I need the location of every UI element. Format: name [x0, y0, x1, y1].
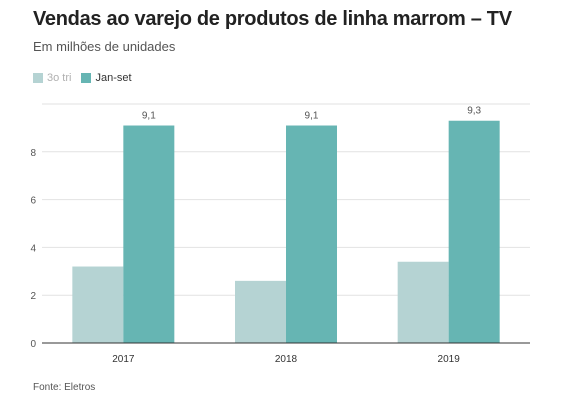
- chart-title: Vendas ao varejo de produtos de linha ma…: [33, 8, 512, 30]
- source-note: Fonte: Eletros: [33, 382, 96, 393]
- y-tick-label: 8: [30, 148, 36, 159]
- legend-label-3tri: 3o tri: [47, 72, 72, 84]
- bar-3tri: [235, 280, 286, 343]
- legend-item-janset: Jan-set: [81, 72, 132, 84]
- legend-swatch-3tri: [33, 73, 43, 83]
- x-tick-label: 2019: [438, 354, 461, 365]
- legend-item-3tri: 3o tri: [33, 72, 71, 84]
- y-tick-label: 6: [30, 196, 36, 207]
- bar-janset: [448, 120, 500, 343]
- y-tick-label: 4: [30, 243, 36, 254]
- x-tick-label: 2018: [275, 354, 298, 365]
- y-tick-label: 0: [30, 339, 36, 350]
- data-label: 9,3: [467, 106, 481, 117]
- chart-subtitle: Em milhões de unidades: [33, 39, 176, 54]
- data-label: 9,1: [142, 111, 156, 122]
- bar-janset: [286, 125, 337, 343]
- bar-janset: [123, 125, 175, 343]
- x-tick-label: 2017: [112, 354, 135, 365]
- data-label: 9,1: [305, 111, 319, 122]
- bar-3tri: [397, 261, 449, 343]
- legend-swatch-janset: [81, 73, 92, 83]
- y-tick-label: 2: [30, 291, 36, 302]
- bar-3tri: [72, 266, 124, 343]
- legend-label-janset: Jan-set: [95, 72, 132, 84]
- chart-legend: 3o tri Jan-set: [33, 72, 142, 84]
